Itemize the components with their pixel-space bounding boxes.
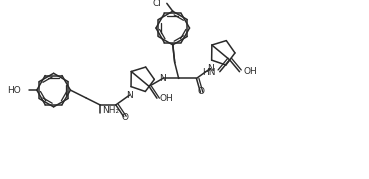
Text: Cl: Cl xyxy=(152,0,161,8)
Text: HN: HN xyxy=(202,68,216,77)
Text: O: O xyxy=(198,87,205,96)
Text: HO: HO xyxy=(7,86,21,95)
Text: N: N xyxy=(159,74,166,83)
Text: OH: OH xyxy=(244,67,257,76)
Text: OH: OH xyxy=(160,94,174,103)
Text: NH₂: NH₂ xyxy=(102,106,119,115)
Text: N: N xyxy=(126,91,133,100)
Text: N: N xyxy=(207,64,214,73)
Text: O: O xyxy=(121,113,128,122)
